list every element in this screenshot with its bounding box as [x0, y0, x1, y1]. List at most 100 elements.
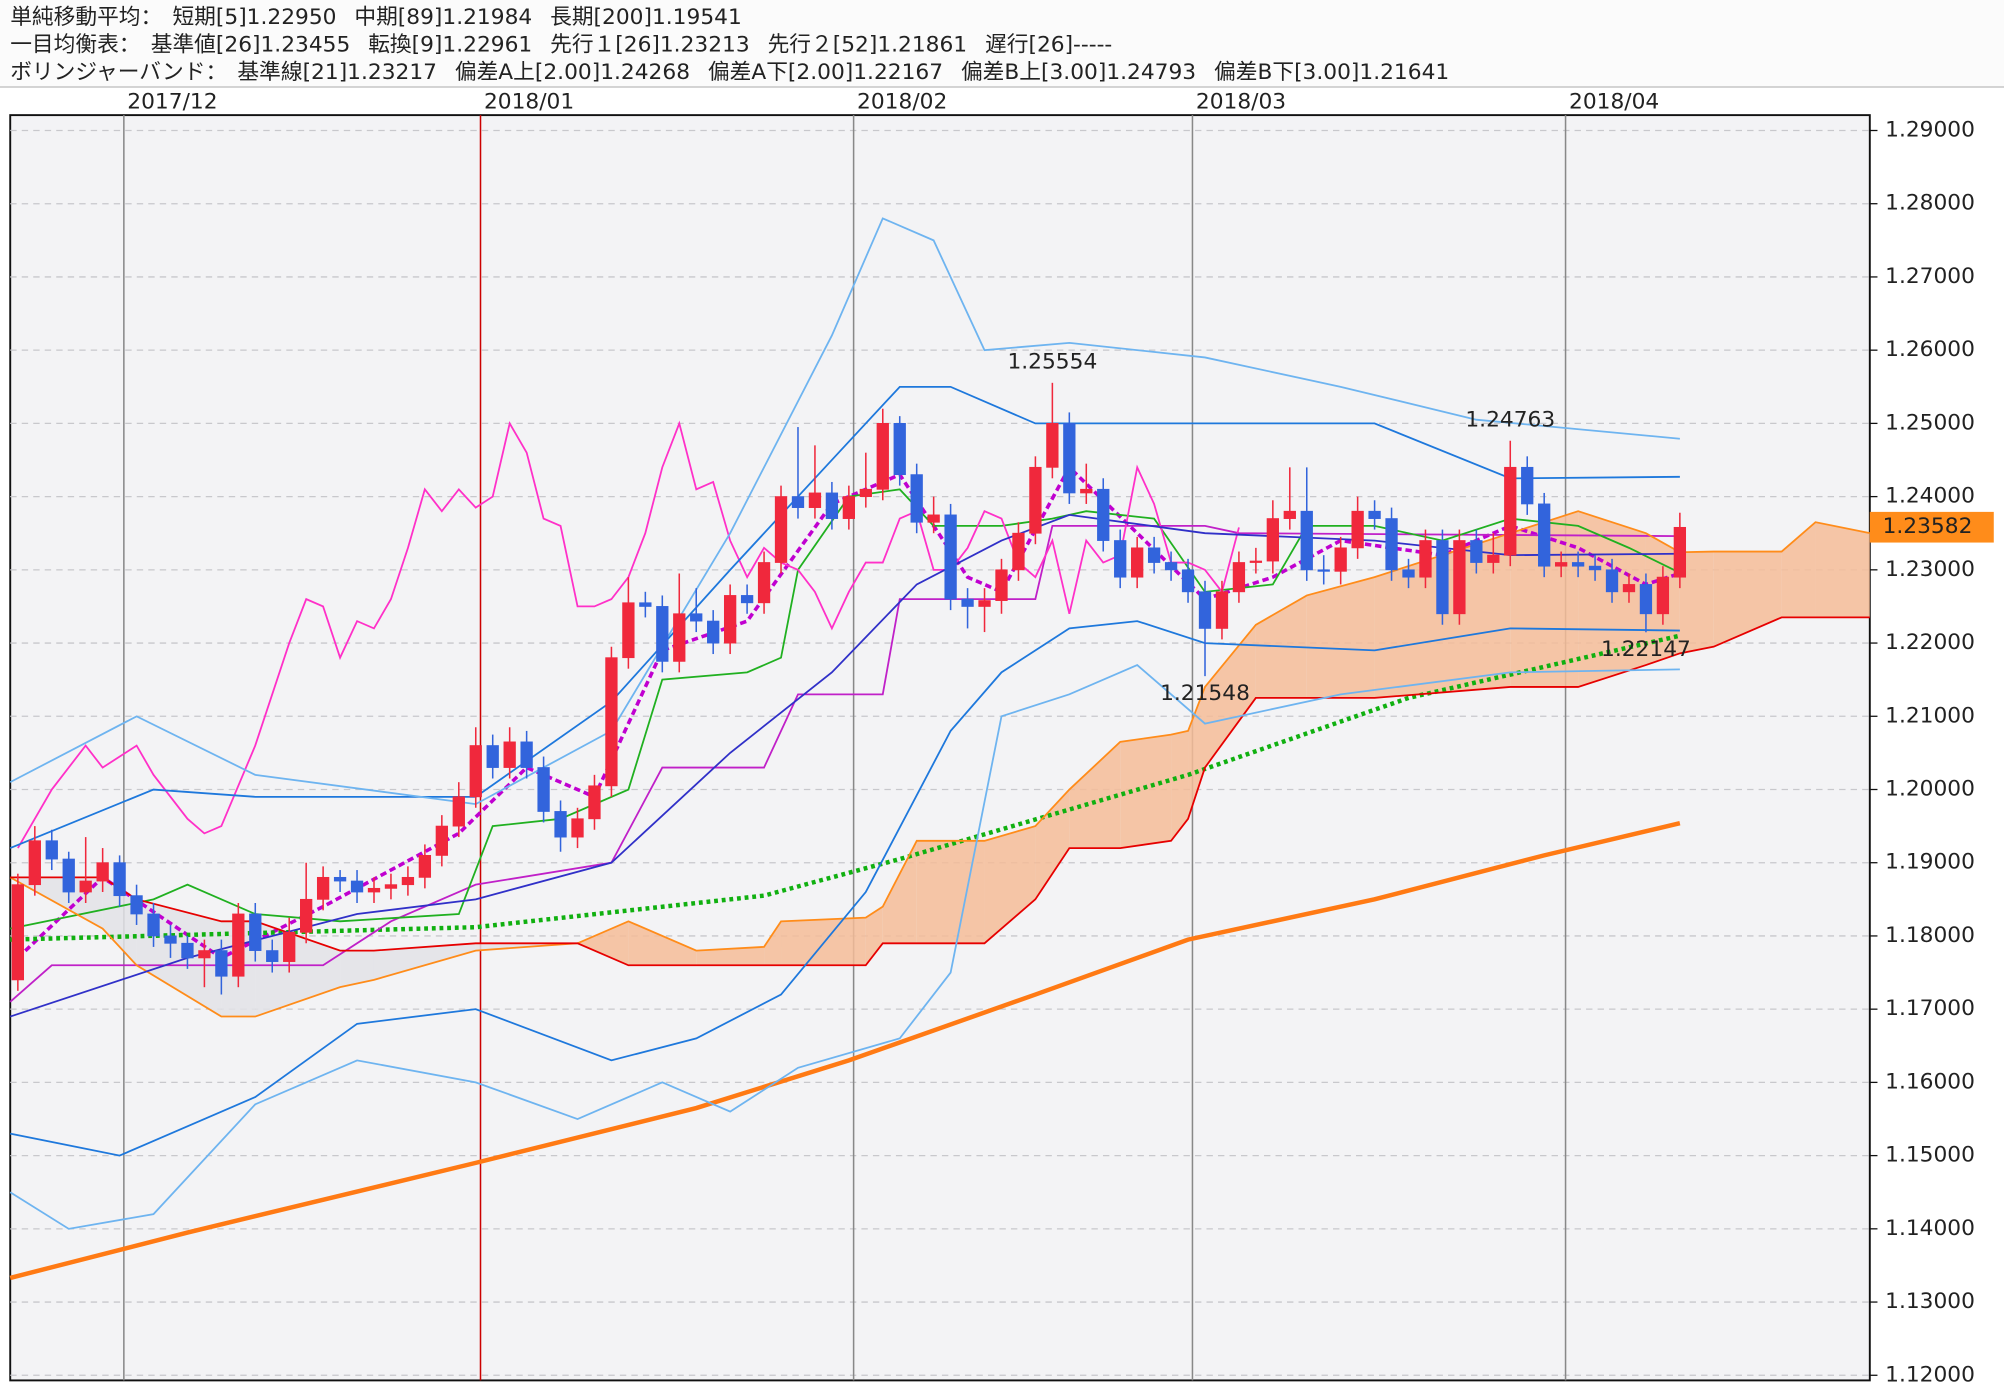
candle-body	[1266, 518, 1279, 562]
candle-body	[1588, 565, 1602, 571]
candle-body	[266, 950, 279, 962]
candle-body	[1334, 547, 1347, 572]
candle-body	[1622, 584, 1636, 593]
y-tick-label: 1.16000	[1885, 1069, 1975, 1094]
candle-body	[384, 884, 398, 889]
candle-body	[961, 598, 974, 607]
candle-body	[791, 496, 805, 508]
candle-body	[79, 880, 92, 893]
candle-body	[876, 423, 889, 490]
candle-body	[825, 492, 839, 519]
cloud	[1120, 734, 1172, 849]
candle-body	[1571, 562, 1585, 567]
cloud	[1781, 522, 1816, 618]
cloud	[882, 840, 917, 944]
indicator-line	[9, 217, 1680, 806]
candle-body	[690, 613, 703, 622]
cloud	[1205, 624, 1256, 768]
candle-body	[1673, 526, 1687, 578]
cloud	[1171, 730, 1189, 841]
candle-body	[1419, 540, 1432, 578]
candle-body	[350, 880, 364, 893]
cloud	[577, 921, 629, 966]
candle-body	[249, 913, 262, 951]
price-annotation: 1.24763	[1465, 407, 1555, 432]
candle-body	[96, 862, 109, 882]
candle-body	[1368, 510, 1381, 519]
candle-body	[910, 474, 923, 523]
candle-body	[893, 423, 906, 476]
candle-body	[774, 496, 788, 563]
candle-body	[605, 657, 618, 787]
y-tick-label: 1.27000	[1885, 264, 1975, 289]
candle-body	[859, 488, 872, 497]
candle-body	[639, 602, 652, 607]
candle-body	[1554, 562, 1568, 567]
candle-body	[62, 858, 75, 893]
legend-entry: 先行２[52]1.21861	[768, 32, 968, 57]
y-tick-label: 1.19000	[1885, 850, 1975, 875]
candle-body	[283, 931, 296, 962]
candle-body	[1639, 584, 1653, 615]
indicator-line	[9, 385, 1680, 849]
candle-body	[944, 514, 957, 600]
candle-body	[1181, 569, 1195, 593]
candle-body	[181, 942, 194, 959]
cloud	[628, 921, 697, 966]
candle-body	[164, 935, 177, 944]
candle-body	[571, 818, 584, 838]
candle-body	[1198, 591, 1212, 629]
cloud	[1306, 577, 1375, 698]
candle-body	[1215, 591, 1229, 629]
legend-entry: 中期[89]1.21984	[354, 5, 532, 30]
y-tick-label: 1.28000	[1885, 191, 1975, 216]
y-tick-label: 1.13000	[1885, 1289, 1975, 1314]
header-bg	[0, 0, 2004, 88]
candle-body	[452, 796, 465, 827]
price-annotation: 1.22147	[1601, 637, 1691, 662]
candle-body	[1436, 540, 1449, 615]
cloud	[255, 921, 341, 1017]
y-tick-label: 1.14000	[1885, 1216, 1975, 1241]
x-tick-label: 2018/01	[484, 89, 574, 114]
indicator-line	[9, 820, 1681, 1281]
legend-entry: 長期[200]1.19541	[550, 5, 742, 30]
candle-body	[656, 606, 669, 662]
candle-body	[215, 950, 228, 977]
legend-entry: 偏差A下[2.00]1.22167	[708, 60, 943, 85]
candle-body	[808, 492, 822, 508]
candle-body	[1487, 554, 1500, 563]
candle-body	[469, 745, 482, 798]
y-tick-label: 1.18000	[1885, 923, 1975, 948]
cloud	[373, 943, 476, 980]
candle-body	[1063, 423, 1076, 494]
candle-body	[333, 876, 347, 882]
legend-entry: 偏差B下[3.00]1.21641	[1214, 60, 1449, 85]
candle-body	[537, 767, 550, 812]
candle-body	[723, 595, 737, 644]
legend-group-label: 一目均衡表：	[10, 32, 140, 57]
legend-entry: 基準値[26]1.23455	[151, 32, 351, 57]
indicator-line	[10, 620, 1680, 1157]
cloud	[984, 826, 1036, 944]
candle-body	[995, 569, 1008, 601]
cloud	[696, 946, 765, 966]
candle-body	[707, 620, 720, 644]
candle-body	[130, 895, 143, 915]
candle-body	[435, 825, 448, 856]
y-tick-label: 1.24000	[1885, 484, 1975, 509]
indicator-line	[17, 420, 1240, 849]
last-price-tag	[1869, 511, 1994, 543]
legend-entry: 先行１[26]1.23213	[550, 32, 750, 57]
indicator-line	[9, 524, 1680, 1003]
candle-body	[11, 884, 25, 981]
y-tick-label: 1.26000	[1885, 337, 1975, 362]
legend-entry: 偏差B上[3.00]1.24793	[961, 60, 1196, 85]
cloud	[1035, 789, 1070, 900]
candle-body	[1147, 547, 1161, 563]
candle-body	[1385, 518, 1398, 571]
indicator-line	[10, 633, 1681, 942]
candle-body	[1351, 510, 1364, 549]
y-tick-label: 1.29000	[1885, 117, 1975, 142]
